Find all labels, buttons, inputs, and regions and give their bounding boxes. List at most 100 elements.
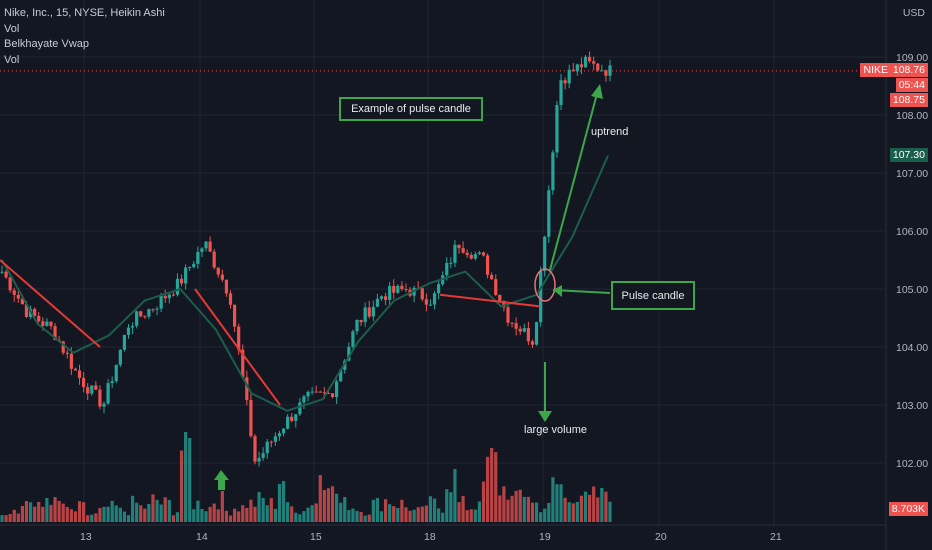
volume-bar <box>335 493 339 522</box>
candle-body <box>179 278 184 284</box>
candle-body <box>24 304 29 317</box>
candle-body <box>208 241 212 252</box>
volume-bar <box>600 487 604 522</box>
volume-bar <box>465 510 469 522</box>
volume-bar <box>147 503 151 522</box>
volume-bar <box>310 505 314 522</box>
time-tick-label: 19 <box>539 531 551 543</box>
candle-body <box>151 309 155 311</box>
volume-bar <box>551 477 555 522</box>
candle-body <box>196 252 200 264</box>
volume-bar <box>216 509 220 522</box>
volume-bar <box>253 506 257 522</box>
candle-body <box>592 61 596 64</box>
candle-body <box>314 391 318 393</box>
candle-body <box>122 334 127 350</box>
volume-bar <box>318 475 322 522</box>
candle-body <box>110 381 114 384</box>
legend-vol-2[interactable]: Vol <box>4 53 20 66</box>
candle-body <box>404 288 408 290</box>
volume-bar <box>396 507 400 522</box>
price-tick-label: 109.00 <box>896 52 928 64</box>
candle-body <box>90 385 94 394</box>
pulse-circle <box>534 268 556 302</box>
time-tick-label: 18 <box>424 531 436 543</box>
volume-bar <box>167 499 171 522</box>
candle-body <box>147 309 151 317</box>
candle-body <box>322 392 326 394</box>
volume-bar <box>445 489 449 522</box>
volume-bar <box>298 514 302 522</box>
candle-body <box>339 369 343 382</box>
candle-body <box>216 267 220 275</box>
candle-body <box>518 328 522 332</box>
example-annotation-box: Example of pulse candle <box>339 97 483 121</box>
candle-body <box>192 263 196 268</box>
vwap-down-segment <box>0 259 101 348</box>
candle-body <box>481 252 486 256</box>
candle-body <box>20 298 25 305</box>
candle-body <box>604 70 608 76</box>
candle-body <box>347 346 351 361</box>
candle-body <box>396 285 400 293</box>
candle-body <box>232 304 237 327</box>
uptrend-label: uptrend <box>591 126 629 138</box>
volume-bar <box>196 500 200 522</box>
volume-bar <box>261 497 265 522</box>
uptrend-arrow <box>549 89 599 271</box>
volume-bar <box>400 499 404 522</box>
candle-body <box>253 436 257 462</box>
vwap-value-tag: 107.30 <box>889 148 928 162</box>
candle-body <box>53 326 57 341</box>
candle-body <box>420 288 424 300</box>
volume-bar <box>171 515 175 522</box>
candle-body <box>98 389 102 407</box>
candle-body <box>302 396 306 403</box>
volume-bar <box>359 512 363 522</box>
volume-bar <box>65 506 69 522</box>
volume-bar <box>204 511 208 522</box>
candle-body <box>265 441 269 454</box>
price-tick-label: 103.00 <box>896 400 928 412</box>
legend-vwap[interactable]: Belkhayate Vwap <box>4 38 89 50</box>
volume-bar <box>265 505 269 522</box>
volume-bar <box>110 500 114 522</box>
volume-bar <box>375 497 380 522</box>
candle-body <box>37 315 41 322</box>
volume-bar <box>273 508 277 522</box>
volume-bar <box>130 495 135 522</box>
candle-body <box>437 284 441 294</box>
volume-bar <box>555 484 559 522</box>
candle-body <box>204 241 208 249</box>
volume-bar <box>163 497 167 522</box>
price-tick-label: 102.00 <box>896 458 928 470</box>
candle-body <box>269 441 273 443</box>
volume-bar <box>24 501 29 522</box>
up-arrow-marker <box>214 470 229 490</box>
volume-value-tag: 8.703K <box>888 502 928 516</box>
volume-bar <box>188 437 192 522</box>
candle-body <box>237 326 241 350</box>
candle-body <box>318 391 322 393</box>
candle-body <box>363 307 367 323</box>
uptrend-arrow-head <box>591 84 603 99</box>
candle-body <box>155 308 159 310</box>
volume-bar <box>0 515 4 522</box>
legend-title[interactable]: Nike, Inc., 15, NYSE, Heikin Ashi <box>4 7 165 19</box>
volume-bar <box>343 497 347 522</box>
candle-body <box>371 306 375 317</box>
volume-bar <box>530 502 535 522</box>
volume-bar <box>102 506 106 522</box>
candle-body <box>294 414 298 421</box>
volume-bar <box>428 496 433 522</box>
volume-bar <box>592 486 596 522</box>
legend-vol[interactable]: Vol <box>4 22 20 35</box>
candle-body <box>65 352 69 354</box>
candle-body <box>286 416 290 429</box>
candle-body <box>143 316 147 318</box>
candle-body <box>379 296 384 299</box>
candle-body <box>449 262 453 264</box>
volume-bar <box>241 505 245 522</box>
volume-bar <box>534 502 539 522</box>
